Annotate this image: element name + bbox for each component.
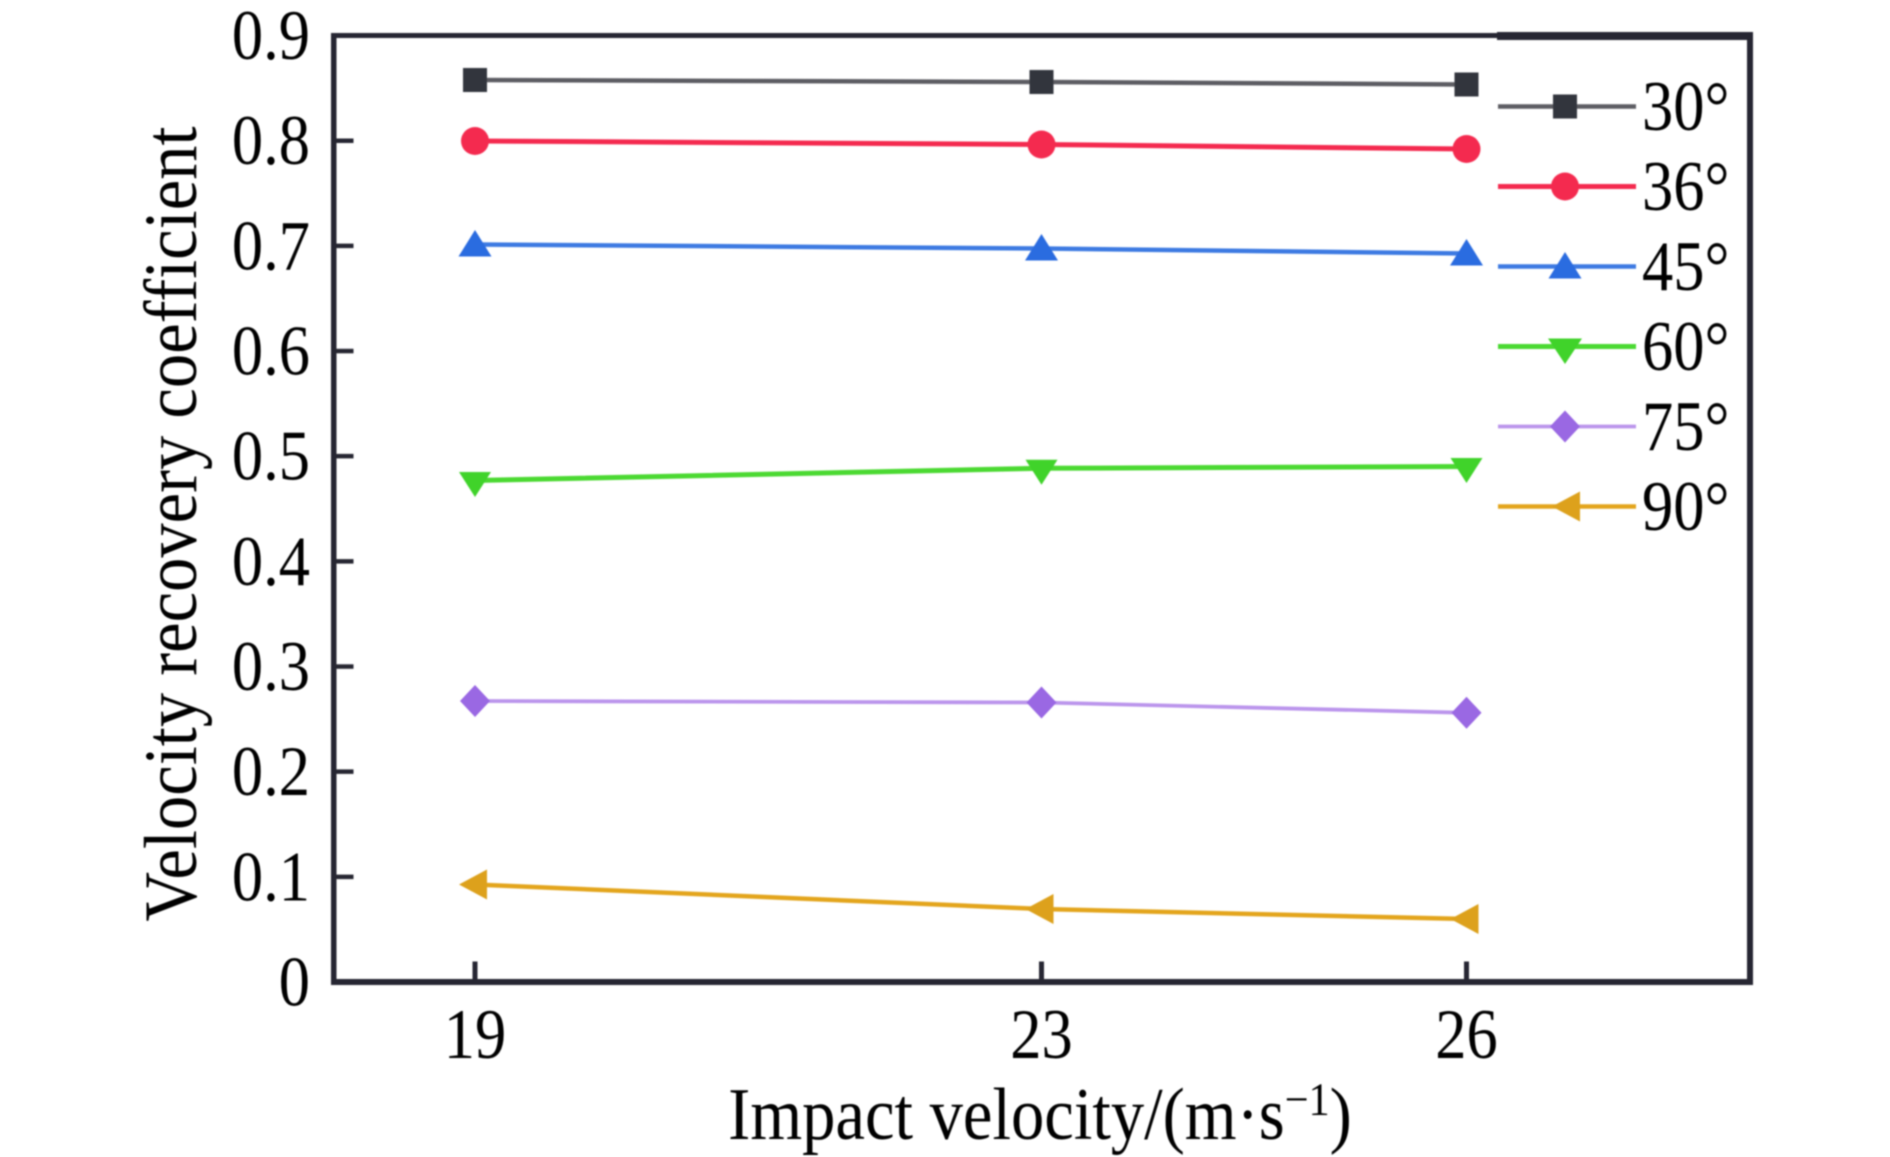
svg-text:90°: 90° bbox=[1642, 467, 1729, 546]
svg-text:0.9: 0.9 bbox=[232, 0, 310, 75]
svg-text:0.6: 0.6 bbox=[232, 312, 310, 391]
svg-text:0.3: 0.3 bbox=[232, 627, 310, 706]
svg-text:30°: 30° bbox=[1642, 67, 1729, 146]
svg-text:75°: 75° bbox=[1642, 387, 1729, 466]
svg-text:0: 0 bbox=[279, 943, 310, 1022]
svg-text:0.8: 0.8 bbox=[232, 102, 310, 181]
svg-text:26: 26 bbox=[1435, 995, 1497, 1074]
svg-text:19: 19 bbox=[444, 995, 506, 1074]
svg-text:36°: 36° bbox=[1642, 147, 1729, 226]
svg-text:Impact velocity/(m·s−1): Impact velocity/(m·s−1) bbox=[728, 1073, 1352, 1156]
svg-text:0.5: 0.5 bbox=[232, 417, 310, 496]
svg-text:60°: 60° bbox=[1642, 307, 1729, 386]
svg-text:45°: 45° bbox=[1642, 227, 1729, 306]
svg-text:0.7: 0.7 bbox=[232, 207, 310, 286]
svg-text:23: 23 bbox=[1010, 995, 1072, 1074]
svg-text:0.1: 0.1 bbox=[232, 838, 310, 917]
svg-text:0.4: 0.4 bbox=[232, 522, 310, 601]
svg-text:Velocity recovery coefficient: Velocity recovery coefficient bbox=[129, 126, 212, 921]
svg-text:0.2: 0.2 bbox=[232, 732, 310, 811]
